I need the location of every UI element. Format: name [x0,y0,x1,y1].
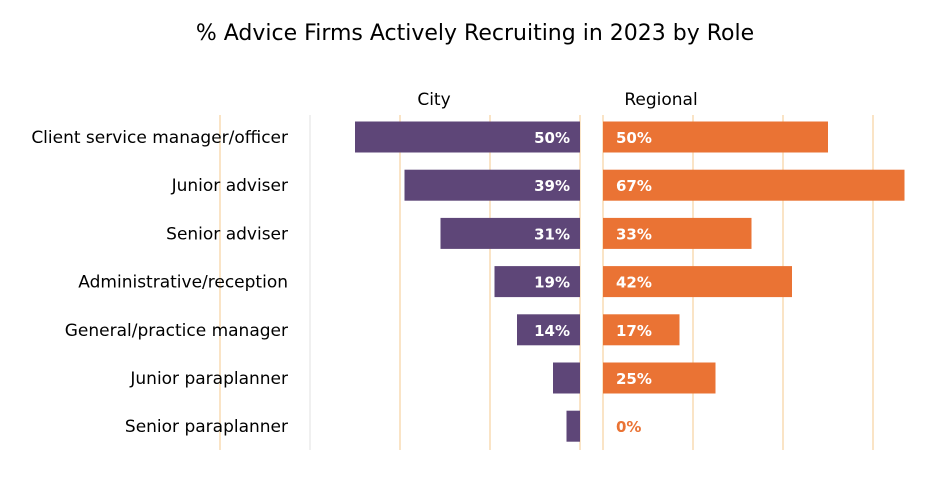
panel-label-city: City [417,90,450,110]
category-label: General/practice manager [65,321,288,341]
bar-city [553,362,580,394]
gridlines [219,115,874,450]
bar-regional [603,266,792,298]
category-label: Senior adviser [166,224,288,244]
data-label-regional: 25% [616,370,652,388]
category-label: Junior paraplanner [129,369,288,389]
bar-regional [603,121,828,153]
bars: 50% 50% 39% 67% 31% 33% 19% 42% 14% 17% 25% 0% [355,121,905,442]
data-label-city: 50% [534,129,570,147]
data-label-regional: 33% [616,225,652,243]
bar-regional [603,314,680,346]
category-labels: Client service manager/officer Junior adv… [31,128,288,437]
data-label-regional: 50% [616,129,652,147]
bar-city [440,217,580,249]
data-label-regional: 17% [616,322,652,340]
bar-city [517,314,580,346]
category-label: Client service manager/officer [31,128,288,148]
bar-city [404,169,580,201]
category-label: Junior adviser [171,176,288,196]
data-label-city: 31% [534,225,570,243]
category-label: Senior paraplanner [125,417,288,437]
data-label-regional: 0% [616,418,641,436]
category-label: Administrative/reception [78,273,288,293]
bar-city [566,410,580,442]
panel-label-regional: Regional [624,90,697,110]
bar-regional [603,169,905,201]
bar-regional [603,217,752,249]
data-label-city: 39% [534,177,570,195]
data-label-regional: 67% [616,177,652,195]
bar-city [355,121,580,153]
chart-title: % Advice Firms Actively Recruiting in 20… [196,21,754,46]
bar-regional [603,362,716,394]
bar-city [494,266,580,298]
data-label-regional: 42% [616,274,652,292]
data-label-city: 19% [534,274,570,292]
data-label-city: 14% [534,322,570,340]
